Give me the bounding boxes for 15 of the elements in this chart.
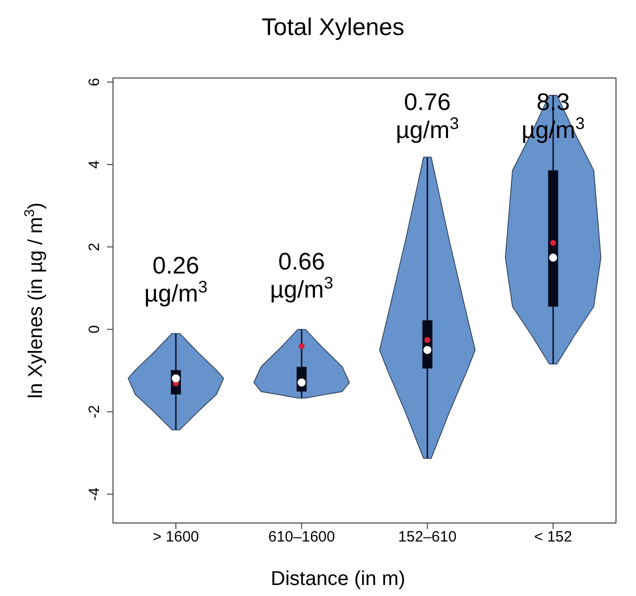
chart-title: Total Xylenes: [260, 14, 406, 42]
x-tick-label: < 152: [534, 528, 572, 546]
x-tick-label: 152–610: [398, 528, 457, 546]
annotation: 0.66 µg/m$^{3}$: [270, 248, 334, 304]
x-tick-label: > 1600: [152, 528, 200, 546]
y-tick-label: 0: [86, 325, 103, 334]
y-tick-label: 4: [86, 160, 103, 169]
y-tick-label: 2: [86, 242, 103, 252]
annotation: 0.26 µg/m$^{3}$: [144, 252, 208, 308]
y-tick-label: -4: [86, 487, 103, 501]
annotation: 0.76 µg/m$^{3}$: [396, 89, 459, 144]
y-tick-label: 6: [86, 78, 103, 86]
x-tick-label: 610–1600: [268, 528, 335, 546]
y-tick-label: -2: [86, 405, 103, 418]
x-axis-title: Distance (in m): [270, 568, 406, 590]
